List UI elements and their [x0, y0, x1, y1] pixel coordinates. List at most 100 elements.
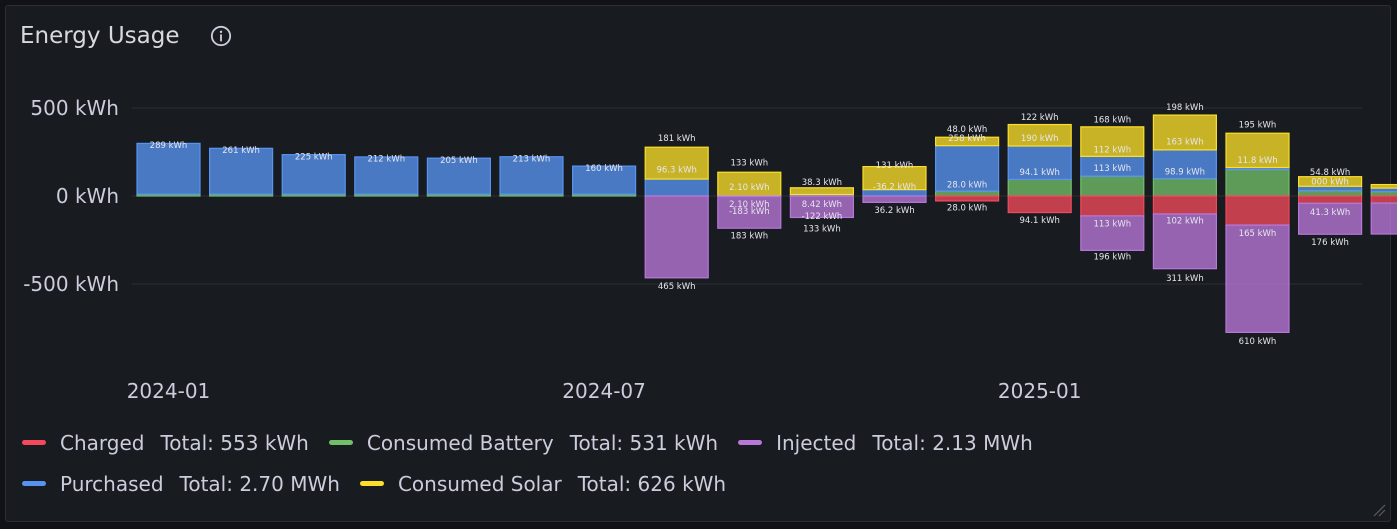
data-label: 311 kWh — [1166, 274, 1204, 284]
bar-charged — [1080, 195, 1145, 217]
legend-total: 626 kWh — [637, 471, 727, 496]
x-tick-label: 2025-01 — [998, 379, 1082, 403]
bar-purchased — [1370, 187, 1397, 193]
data-label: 94.1 kWh — [1020, 168, 1060, 178]
bar-consumed-battery — [934, 190, 1000, 197]
data-label: 205 kWh — [440, 156, 478, 166]
bar-purchased — [1152, 149, 1218, 180]
bar-injected — [1080, 215, 1145, 251]
bar-consumed-solar — [1152, 114, 1218, 151]
data-label: 41.3 kWh — [1310, 208, 1350, 218]
bar-consumed-solar — [862, 165, 927, 191]
data-label: -36.2 kWh — [873, 182, 916, 192]
bar-injected — [862, 195, 927, 203]
data-label: 261 kWh — [222, 146, 260, 156]
legend-name: Charged — [60, 430, 145, 455]
info-icon[interactable] — [210, 25, 232, 47]
data-label: 2.10 kWh — [729, 200, 769, 210]
legend-item-charged[interactable]: Charged Total: 553 kWh — [22, 431, 309, 455]
legend-swatch — [359, 481, 384, 486]
bar-consumed-solar — [644, 146, 709, 180]
bar-consumed-solar — [1370, 183, 1397, 189]
data-label: 113 kWh — [1093, 164, 1131, 174]
data-label: 176 kWh — [1311, 238, 1349, 248]
data-label: 122 kWh — [1021, 113, 1059, 123]
legend-total: 2.70 MWh — [239, 471, 340, 496]
data-label: 133 kWh — [730, 159, 768, 169]
bar-charged — [1297, 195, 1363, 204]
bar-charged — [1152, 195, 1218, 215]
bar-purchased — [499, 156, 564, 195]
data-label: 133 kWh — [803, 225, 841, 235]
bar-purchased — [1007, 145, 1072, 181]
legend-total-label: Total: — [569, 430, 624, 455]
data-label: 225 kWh — [295, 152, 333, 162]
data-label: 000 kWh — [1311, 178, 1349, 188]
bar-consumed-battery — [1007, 178, 1072, 197]
bar-consumed-battery — [1080, 175, 1145, 197]
legend-item-injected[interactable]: Injected Total: 2.13 MWh — [738, 431, 1033, 455]
resize-handle-icon[interactable] — [1372, 503, 1386, 517]
data-label: 2.10 kWh — [729, 183, 769, 193]
bar-injected — [789, 195, 855, 219]
bar-charged — [1225, 195, 1290, 226]
legend-swatch — [328, 440, 353, 445]
legend-item-consumed-battery[interactable]: Consumed Battery Total: 531 kWh — [328, 430, 718, 455]
data-label: 181 kWh — [658, 134, 696, 144]
panel-title: Energy Usage — [20, 23, 180, 49]
data-label: 196 kWh — [1093, 253, 1131, 263]
data-label: 168 kWh — [1093, 115, 1131, 125]
bar-consumed-battery — [1370, 191, 1397, 197]
legend-total-label: Total: — [872, 430, 926, 455]
legend-name: Consumed Battery — [366, 430, 554, 455]
bar-purchased — [136, 142, 201, 195]
y-tick-label: -500 kWh — [23, 272, 119, 296]
data-label: 36.2 kWh — [874, 206, 914, 216]
data-label: 465 kWh — [658, 282, 696, 292]
bar-purchased — [426, 157, 491, 195]
legend-row: Charged Total: 553 kWh Consumed Battery … — [22, 422, 1362, 463]
legend-total-label: Total: — [160, 430, 214, 455]
bar-consumed-solar — [1297, 176, 1363, 187]
legend-swatch — [738, 440, 763, 445]
legend: Charged Total: 553 kWh Consumed Battery … — [22, 422, 1362, 504]
energy-usage-chart: 500 kWh 0 kWh -500 kWh 289 kWh 261 kWh 225 kW… — [23, 96, 1397, 403]
legend-swatch — [22, 481, 46, 486]
data-label: 195 kWh — [1239, 121, 1277, 131]
data-label: 131 kWh — [876, 161, 914, 171]
data-label: 28.0 kWh — [947, 203, 987, 213]
bar-consumed-solar — [1080, 126, 1145, 158]
data-label: 212 kWh — [367, 155, 405, 165]
data-label: 610 kWh — [1239, 337, 1277, 347]
data-label: 163 kWh — [1166, 137, 1204, 147]
legend-item-purchased[interactable]: Purchased Total: 2.70 MWh — [22, 472, 340, 496]
data-label: 160 kWh — [585, 164, 623, 174]
legend-item-consumed-solar[interactable]: Consumed Solar Total: 626 kWh — [359, 471, 727, 496]
legend-name: Consumed Solar — [397, 471, 562, 496]
data-label: 258 kWh — [948, 134, 986, 144]
bar-consumed-battery — [1297, 190, 1363, 197]
data-label: 8.42 kWh — [802, 200, 842, 210]
bar-charged — [934, 195, 1000, 202]
bar-consumed-solar — [1007, 123, 1072, 147]
data-label: 94.1 kWh — [1020, 216, 1060, 226]
bar-injected — [717, 195, 782, 229]
legend-total-label: Total: — [577, 471, 632, 496]
legend-total: 553 kWh — [220, 430, 309, 455]
bar-purchased — [281, 154, 346, 195]
data-label: 183 kWh — [730, 232, 768, 242]
data-label: -122 kWh — [802, 212, 843, 222]
legend-row: Purchased Total: 2.70 MWh Consumed Solar… — [22, 463, 1362, 504]
bar-consumed-solar — [934, 136, 1000, 147]
data-label: 213 kWh — [513, 155, 551, 165]
data-label: 28.0 kWh — [947, 181, 987, 191]
data-label: 11.8 kWh — [1237, 156, 1277, 166]
bar-consumed-solar — [1225, 132, 1290, 169]
data-label: 98.9 kWh — [1165, 167, 1205, 177]
bar-purchased — [644, 178, 709, 197]
bar-purchased — [571, 165, 637, 195]
y-tick-label: 0 kWh — [56, 184, 119, 208]
x-tick-label: 2024-01 — [127, 379, 211, 403]
bar-injected — [1152, 213, 1218, 270]
bar-charged — [1370, 195, 1397, 204]
